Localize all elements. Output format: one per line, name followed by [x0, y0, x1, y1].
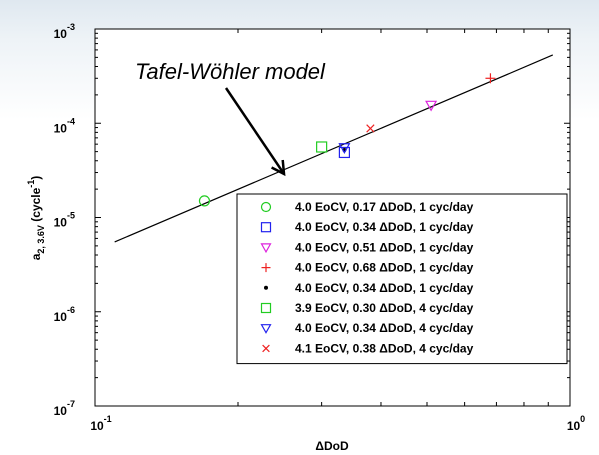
annotation-text: Tafel-Wöhler model: [135, 59, 326, 84]
x-axis-label: ΔDoD: [315, 439, 349, 453]
marker-shape: [425, 100, 438, 112]
legend-marker: [264, 285, 268, 290]
y-tick-label: 10-3: [54, 22, 75, 41]
data-point-series-3: [425, 100, 438, 112]
fit-line: [114, 54, 554, 243]
legend-entry: 4.0 EoCV, 0.68 ΔDoD, 1 cyc/day: [295, 261, 474, 275]
legend-entry: 4.0 EoCV, 0.34 ΔDoD, 1 cyc/day: [295, 281, 474, 295]
marker-shape: [262, 344, 270, 353]
legend-entry: 4.0 EoCV, 0.17 ΔDoD, 1 cyc/day: [295, 200, 474, 214]
legend-marker: [260, 201, 272, 213]
x-tick-label: 10-1: [90, 414, 111, 433]
legend: 4.0 EoCV, 0.17 ΔDoD, 1 cyc/day 4.0 EoCV, …: [236, 193, 568, 365]
x-tick-label: 100: [567, 414, 585, 433]
y-tick-label: 10-4: [54, 116, 75, 135]
y-tick-label: 10-7: [54, 399, 75, 418]
legend-box: [236, 193, 568, 365]
y-tick-label: 10-6: [54, 305, 75, 324]
data-points: [198, 73, 496, 207]
marker-shape: [260, 324, 272, 334]
annotation-arrow: [224, 87, 286, 177]
legend-entry: 4.0 EoCV, 0.34 ΔDoD, 4 cyc/day: [295, 321, 474, 335]
legend-entry: 4.0 EoCV, 0.51 ΔDoD, 1 cyc/day: [295, 240, 474, 254]
legend-marker: [260, 302, 272, 314]
legend-marker: [260, 324, 272, 334]
y-tick-label: 10-5: [54, 211, 75, 230]
legend-marker: [260, 243, 272, 254]
marker-shape: [338, 143, 351, 154]
data-point-series-7: [338, 143, 351, 154]
data-point-series-6: [316, 141, 328, 153]
legend-entry: 4.1 EoCV, 0.38 ΔDoD, 4 cyc/day: [295, 341, 474, 355]
marker-shape: [366, 124, 375, 133]
marker-shape: [260, 201, 272, 213]
data-point-series-2: [338, 146, 350, 159]
marker-shape: [198, 195, 211, 207]
marker-shape: [264, 285, 268, 290]
data-point-series-8: [366, 124, 375, 133]
marker-shape: [316, 141, 328, 153]
data-point-series-1: [198, 195, 211, 207]
marker-shape: [260, 243, 272, 254]
marker-shape: [260, 302, 272, 314]
legend-marker: [261, 263, 271, 273]
axis-ticks: 10-3 10-4 10-5 10-6 10-7 10-1 100: [54, 22, 586, 433]
legend-entry: 3.9 EoCV, 0.30 ΔDoD, 4 cyc/day: [295, 301, 474, 315]
fit-line-group: [114, 54, 554, 243]
legend-marker: [260, 222, 272, 233]
legend-entry: 4.0 EoCV, 0.34 ΔDoD, 1 cyc/day: [295, 220, 474, 234]
marker-shape: [338, 146, 350, 159]
y-axis-label: a2, 3.6V (cycle-1): [26, 176, 46, 261]
arrow-head: [271, 159, 286, 177]
arrow-shaft: [224, 87, 286, 175]
data-point-series-4: [485, 73, 496, 84]
legend-marker: [262, 344, 270, 353]
marker-shape: [260, 222, 272, 233]
